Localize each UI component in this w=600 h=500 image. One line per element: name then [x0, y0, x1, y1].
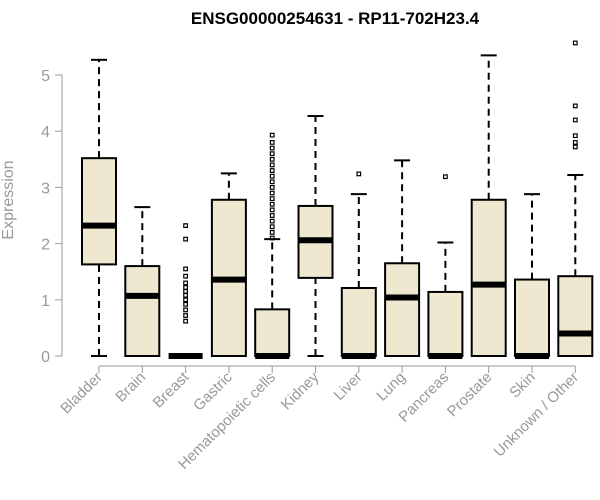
outlier-point	[269, 156, 275, 162]
outlier-point	[183, 313, 189, 318]
box-iqr	[427, 290, 464, 358]
box-iqr	[557, 275, 594, 358]
outlier-point	[572, 40, 578, 46]
outlier-point	[269, 145, 275, 151]
outlier-point	[183, 301, 189, 307]
box-group	[124, 206, 161, 357]
box-group	[297, 115, 334, 357]
box-group	[427, 174, 464, 359]
outlier-point	[269, 132, 275, 138]
outlier-point	[356, 171, 362, 177]
y-axis: 0 1 2 3 4 5	[41, 68, 63, 366]
x-tick-label: Kidney	[278, 368, 323, 413]
x-tick-label: Liver	[331, 369, 366, 404]
box-iqr	[340, 286, 377, 357]
box-iqr	[514, 278, 550, 357]
box-group	[168, 223, 203, 359]
x-tick-label: Brain	[112, 369, 149, 406]
outlier-point	[443, 174, 448, 180]
outlier-point	[183, 318, 189, 324]
outlier-point	[572, 117, 578, 123]
x-tick-label: Breast	[150, 368, 193, 411]
outlier-point	[572, 144, 578, 150]
outlier-point	[269, 185, 275, 190]
x-tick-label: Lung	[373, 369, 409, 405]
y-tick-label: 5	[41, 68, 50, 85]
box-iqr	[254, 308, 291, 358]
outlier-point	[269, 235, 275, 241]
outlier-point	[269, 213, 275, 218]
box-group	[254, 132, 291, 359]
boxes	[81, 40, 594, 359]
box-group	[210, 172, 247, 357]
outlier-point	[269, 224, 275, 230]
y-tick-label: 4	[41, 124, 50, 141]
outlier-point	[269, 162, 275, 168]
outlier-point	[183, 273, 189, 279]
box-group	[384, 159, 421, 357]
outlier-point	[183, 280, 189, 286]
x-tick-label: Bladder	[57, 369, 106, 418]
outlier-point	[183, 288, 189, 294]
outlier-point	[572, 103, 578, 109]
outlier-point	[183, 285, 189, 290]
outlier-point	[183, 292, 189, 298]
box-iqr	[124, 265, 161, 357]
outlier-point	[269, 151, 275, 157]
box-group	[470, 54, 507, 357]
outlier-point	[269, 196, 275, 202]
outlier-point	[183, 236, 189, 242]
y-axis-label: Expression	[0, 160, 17, 239]
x-tick-label: Skin	[506, 369, 539, 402]
outlier-point	[269, 173, 275, 179]
outlier-point	[183, 307, 189, 313]
box-iqr	[470, 198, 507, 357]
outlier-point	[269, 168, 275, 173]
outlier-point	[269, 218, 275, 224]
outlier-point	[269, 201, 275, 207]
x-tick-label: Prostate	[444, 369, 496, 421]
outlier-point	[183, 223, 189, 229]
y-tick-label: 2	[41, 237, 50, 254]
outlier-point	[269, 190, 275, 196]
outlier-point	[572, 140, 578, 145]
outlier-point	[269, 207, 275, 213]
box-group	[514, 193, 550, 359]
y-tick-label: 0	[41, 349, 50, 366]
outlier-point	[269, 179, 275, 185]
box-iqr	[384, 262, 421, 357]
outlier-point	[269, 229, 275, 235]
box-group	[81, 58, 117, 357]
y-tick-label: 3	[41, 180, 50, 197]
y-tick-label: 1	[41, 293, 50, 310]
outlier-point	[183, 266, 189, 272]
box-group	[557, 40, 594, 358]
chart-title: ENSG00000254631 - RP11-702H23.4	[191, 9, 480, 28]
box-group	[340, 171, 377, 359]
outlier-point	[183, 297, 189, 303]
outlier-point	[269, 140, 275, 145]
box-iqr	[81, 157, 117, 266]
outlier-point	[572, 133, 578, 139]
